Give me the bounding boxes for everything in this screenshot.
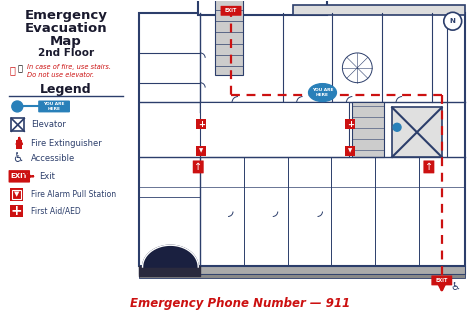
Bar xyxy=(215,0,243,75)
FancyBboxPatch shape xyxy=(9,170,30,183)
Text: N: N xyxy=(450,18,456,24)
Bar xyxy=(12,190,21,199)
Text: +: + xyxy=(11,204,23,218)
Bar xyxy=(196,119,206,129)
Text: Emergency Phone Number — 911: Emergency Phone Number — 911 xyxy=(130,297,350,310)
Text: ♿: ♿ xyxy=(12,153,24,166)
Text: 2nd Floor: 2nd Floor xyxy=(38,48,94,58)
Text: EXIT: EXIT xyxy=(225,8,237,13)
Text: ↑: ↑ xyxy=(194,162,202,172)
FancyBboxPatch shape xyxy=(38,100,70,112)
Bar xyxy=(346,146,356,156)
Text: First Aid/AED: First Aid/AED xyxy=(31,207,81,216)
Text: EXIT: EXIT xyxy=(436,278,448,283)
Ellipse shape xyxy=(309,84,337,101)
Text: Legend: Legend xyxy=(40,83,92,96)
Text: Evacuation: Evacuation xyxy=(25,22,107,35)
Bar xyxy=(198,0,328,15)
Text: ▼: ▼ xyxy=(348,149,353,154)
Text: YOU ARE
HERE: YOU ARE HERE xyxy=(43,102,65,111)
FancyBboxPatch shape xyxy=(193,161,204,173)
Text: ▼: ▼ xyxy=(14,191,19,197)
Text: EXIT: EXIT xyxy=(10,173,28,179)
Text: Fire Extinguisher: Fire Extinguisher xyxy=(31,139,102,148)
Text: ▼: ▼ xyxy=(199,149,203,154)
Circle shape xyxy=(12,101,23,112)
Text: In case of fire, use stairs.
Do not use elevator.: In case of fire, use stairs. Do not use … xyxy=(27,64,111,78)
Text: +: + xyxy=(347,120,354,129)
Text: 🏃: 🏃 xyxy=(9,65,15,75)
Text: ↑: ↑ xyxy=(425,162,433,172)
Text: Fire Alarm Pull Station: Fire Alarm Pull Station xyxy=(31,190,116,199)
Polygon shape xyxy=(143,245,198,267)
Text: Map: Map xyxy=(50,35,82,48)
Text: ♿: ♿ xyxy=(451,281,461,291)
Bar xyxy=(10,204,23,217)
Circle shape xyxy=(393,123,401,131)
Bar xyxy=(200,102,349,157)
Bar xyxy=(392,107,442,157)
Bar xyxy=(292,5,465,15)
FancyBboxPatch shape xyxy=(220,6,241,16)
Text: Exit: Exit xyxy=(39,172,55,181)
Bar xyxy=(138,13,465,266)
Bar xyxy=(138,266,465,274)
Bar xyxy=(346,119,356,129)
Text: +: + xyxy=(198,120,205,129)
Text: Emergency: Emergency xyxy=(25,9,108,22)
Text: Elevator: Elevator xyxy=(31,120,66,129)
Bar xyxy=(352,102,384,157)
Text: YOU ARE
HERE: YOU ARE HERE xyxy=(312,88,333,97)
Circle shape xyxy=(444,12,462,30)
FancyBboxPatch shape xyxy=(423,161,434,173)
Bar xyxy=(11,118,24,131)
Bar xyxy=(16,140,22,149)
Bar xyxy=(196,146,206,156)
Bar xyxy=(10,188,23,201)
Text: Accessible: Accessible xyxy=(31,155,75,163)
Text: 🔥: 🔥 xyxy=(17,65,22,74)
Bar xyxy=(138,274,465,278)
FancyBboxPatch shape xyxy=(431,276,452,285)
